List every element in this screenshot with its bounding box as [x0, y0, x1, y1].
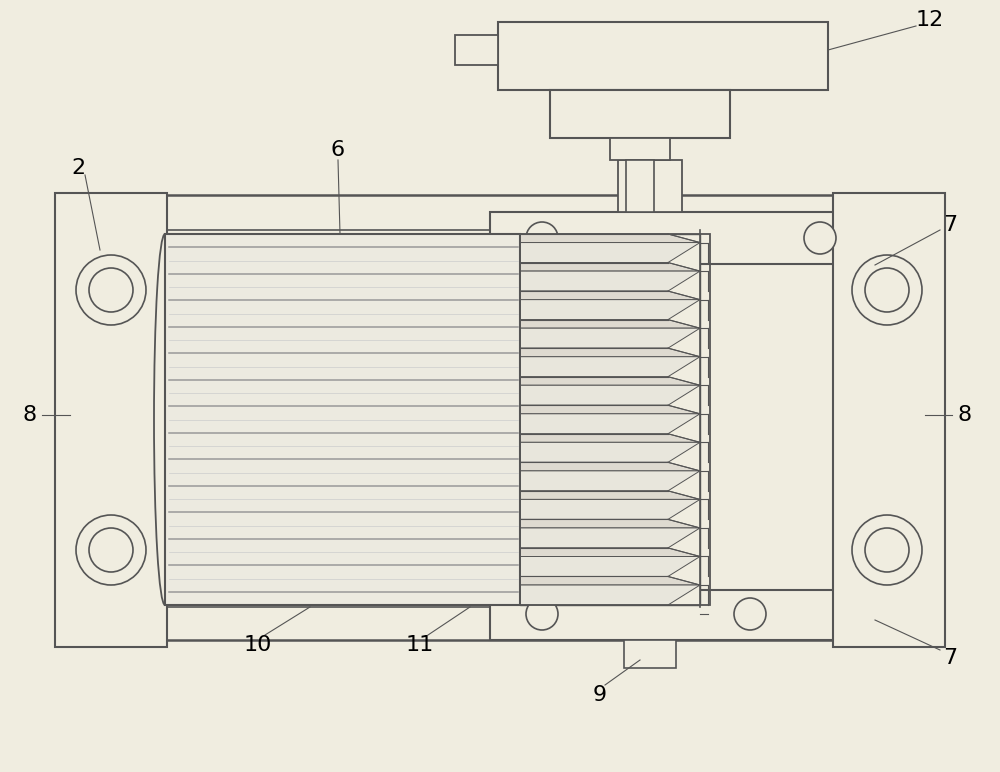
Bar	[610, 138, 670, 160]
Bar	[498, 22, 828, 90]
Circle shape	[804, 222, 836, 254]
Polygon shape	[520, 300, 700, 320]
Polygon shape	[520, 377, 700, 385]
Bar	[455, 35, 498, 65]
Polygon shape	[520, 348, 700, 357]
Text: 12: 12	[916, 10, 944, 30]
Circle shape	[852, 255, 922, 325]
Polygon shape	[520, 271, 700, 291]
Polygon shape	[520, 557, 700, 577]
Text: 11: 11	[406, 635, 434, 655]
Bar	[520, 234, 700, 605]
Polygon shape	[520, 328, 700, 348]
Polygon shape	[520, 242, 700, 262]
Text: 8: 8	[23, 405, 37, 425]
Bar	[490, 590, 870, 640]
Polygon shape	[520, 520, 700, 528]
Polygon shape	[520, 357, 700, 377]
Polygon shape	[520, 234, 700, 242]
Polygon shape	[520, 585, 700, 605]
Polygon shape	[520, 462, 700, 471]
Polygon shape	[520, 414, 700, 434]
Polygon shape	[520, 577, 700, 585]
Circle shape	[76, 255, 146, 325]
Circle shape	[526, 222, 558, 254]
Polygon shape	[520, 291, 700, 300]
Bar	[550, 90, 730, 138]
Bar	[700, 230, 833, 607]
Polygon shape	[520, 405, 700, 414]
Bar	[165, 234, 520, 605]
Polygon shape	[520, 434, 700, 442]
Text: 8: 8	[958, 405, 972, 425]
Polygon shape	[520, 442, 700, 462]
Circle shape	[89, 528, 133, 572]
Circle shape	[865, 268, 909, 312]
Circle shape	[76, 515, 146, 585]
Bar	[520, 234, 710, 605]
Bar	[618, 160, 682, 212]
Polygon shape	[520, 471, 700, 491]
Text: 2: 2	[71, 158, 85, 178]
Polygon shape	[520, 548, 700, 557]
Polygon shape	[520, 385, 700, 405]
Bar	[624, 640, 676, 668]
Text: 9: 9	[593, 685, 607, 705]
Polygon shape	[520, 528, 700, 548]
Bar	[626, 160, 654, 212]
Circle shape	[89, 268, 133, 312]
Circle shape	[734, 598, 766, 630]
Polygon shape	[520, 320, 700, 328]
Text: 7: 7	[943, 648, 957, 668]
Circle shape	[852, 515, 922, 585]
Circle shape	[865, 528, 909, 572]
Text: 10: 10	[244, 635, 272, 655]
Bar	[110, 195, 880, 640]
Circle shape	[526, 598, 558, 630]
Polygon shape	[520, 262, 700, 271]
Polygon shape	[520, 491, 700, 499]
Text: 6: 6	[331, 140, 345, 160]
Text: 7: 7	[943, 215, 957, 235]
Bar	[55, 193, 167, 647]
Polygon shape	[520, 499, 700, 520]
Bar	[490, 212, 870, 264]
Bar	[833, 193, 945, 647]
